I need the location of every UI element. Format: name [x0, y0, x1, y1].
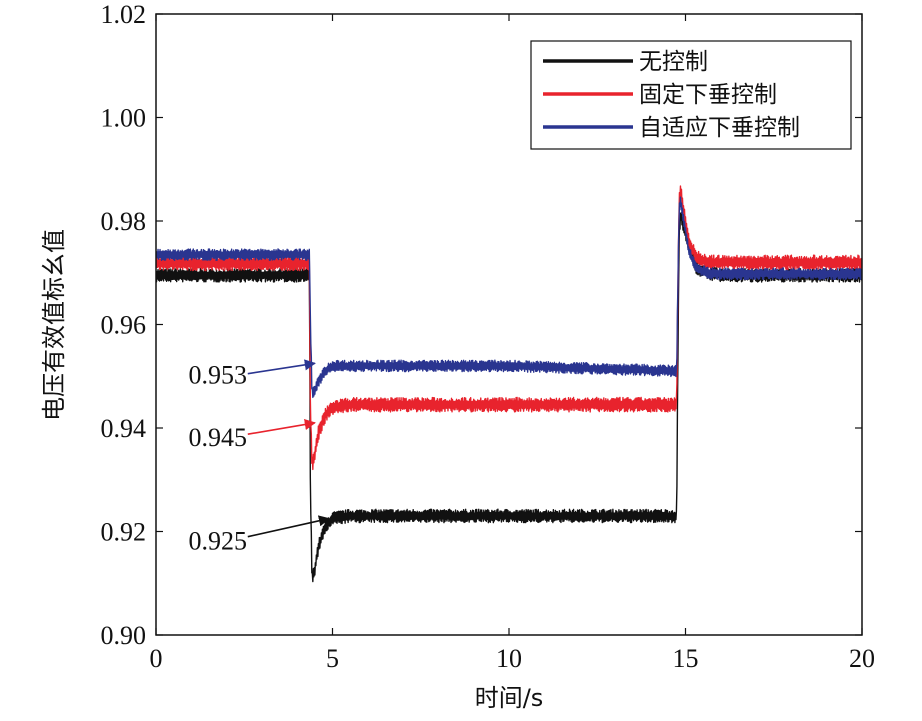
y-tick-label: 1.02 [101, 0, 147, 29]
legend: 无控制 固定下垂控制 自适应下垂控制 [530, 40, 852, 150]
y-tick-label: 0.96 [101, 311, 147, 340]
legend-label-no-control: 无控制 [639, 49, 708, 75]
y-axis-label: 电压有效值标幺值 [40, 229, 68, 421]
annotation-fixed-label: 0.945 [189, 423, 248, 452]
series-line-adaptive-droop [156, 196, 862, 399]
y-tick-label: 0.92 [101, 518, 147, 547]
x-axis-label: 时间/s [475, 684, 544, 712]
legend-label-fixed-droop: 固定下垂控制 [639, 82, 777, 108]
annotation-adaptive-label: 0.953 [189, 361, 248, 390]
x-tick-label: 0 [150, 644, 163, 673]
annotation-no-control-arrow [247, 515, 331, 538]
x-tick-label: 5 [326, 644, 339, 673]
annotation-no-control-label: 0.925 [189, 526, 248, 555]
y-tick-label: 0.94 [101, 414, 147, 443]
x-tick-label: 15 [673, 644, 699, 673]
annotation-adaptive-arrow [247, 359, 316, 375]
x-tick-label: 10 [496, 644, 522, 673]
legend-label-adaptive-droop: 自适应下垂控制 [639, 115, 800, 141]
x-tick-label: 20 [849, 644, 875, 673]
annotation-fixed-arrow [247, 418, 316, 435]
series-line-fixed-droop [156, 185, 862, 471]
y-tick-label: 0.98 [101, 207, 147, 236]
y-tick-label: 1.00 [101, 104, 147, 133]
y-tick-label: 0.90 [101, 621, 147, 650]
